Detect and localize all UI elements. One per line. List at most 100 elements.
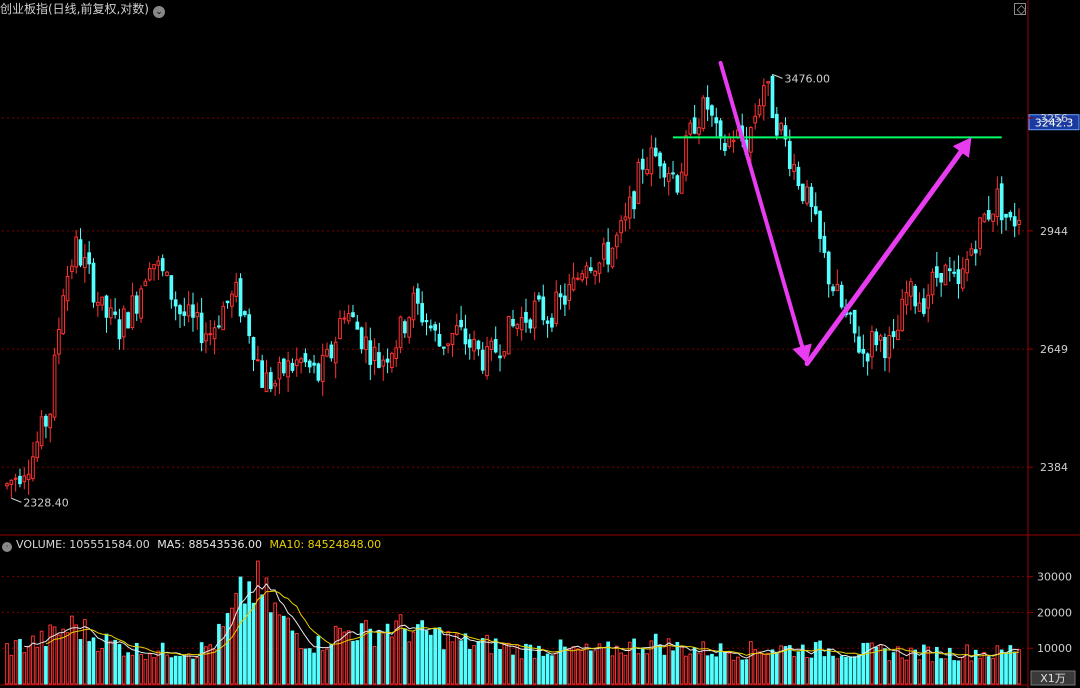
maximize-icon[interactable] bbox=[1014, 3, 1026, 15]
candle-body bbox=[156, 260, 161, 266]
candle-body bbox=[636, 161, 641, 204]
candle-body bbox=[619, 220, 623, 234]
candle-body bbox=[580, 273, 585, 281]
volume-bar bbox=[973, 649, 978, 685]
volume-bar bbox=[156, 650, 161, 685]
volume-bar bbox=[281, 615, 286, 685]
chevron-down-icon[interactable]: ⌄ bbox=[153, 6, 165, 18]
candle-body bbox=[454, 325, 459, 335]
volume-bar bbox=[364, 620, 368, 685]
volume-bar bbox=[493, 638, 498, 685]
high-marker-line bbox=[772, 73, 783, 79]
volume-tick-label: 30000 bbox=[1037, 571, 1072, 584]
volume-bar bbox=[835, 658, 840, 685]
volume-bar bbox=[303, 648, 308, 685]
volume-bar bbox=[277, 614, 282, 685]
candle-body bbox=[813, 206, 818, 215]
volume-bar bbox=[87, 641, 92, 685]
price-tick-label: 2649 bbox=[1040, 343, 1068, 356]
candle-body bbox=[982, 213, 987, 223]
volume-bar bbox=[117, 644, 122, 685]
volume-bar bbox=[1008, 645, 1013, 685]
volume-bar bbox=[221, 626, 226, 685]
candle-body bbox=[329, 344, 334, 359]
volume-bar bbox=[960, 656, 965, 685]
volume-bar bbox=[5, 643, 9, 685]
volume-bar bbox=[839, 655, 844, 685]
volume-bar bbox=[999, 649, 1004, 685]
volume-bar bbox=[147, 653, 152, 685]
candle-body bbox=[978, 217, 982, 249]
candle-body bbox=[528, 319, 533, 329]
volume-bar bbox=[913, 649, 918, 685]
volume-bar bbox=[805, 657, 809, 685]
volume-bar bbox=[831, 655, 835, 685]
settings-icon[interactable]: · bbox=[2, 542, 12, 552]
volume-bar bbox=[887, 660, 892, 685]
volume-bar bbox=[593, 650, 598, 685]
current-price-label: 3242.3 bbox=[1035, 117, 1074, 130]
volume-bar bbox=[537, 645, 541, 685]
volume-bar bbox=[100, 648, 104, 685]
candle-body bbox=[212, 327, 217, 340]
volume-bar bbox=[718, 643, 723, 685]
volume-bar bbox=[52, 626, 57, 685]
volume-bar bbox=[809, 657, 814, 685]
volume-bar bbox=[787, 645, 792, 685]
candle-body bbox=[787, 140, 792, 169]
candle-body bbox=[960, 268, 965, 289]
candle-body bbox=[173, 299, 178, 307]
volume-bar bbox=[264, 577, 269, 685]
candle-body bbox=[5, 483, 9, 487]
diamond-icon[interactable]: ◇ bbox=[1016, 2, 1026, 16]
volume-bar bbox=[238, 576, 243, 685]
volume-bar bbox=[441, 649, 446, 685]
candle-body bbox=[606, 241, 610, 265]
candle-body bbox=[692, 117, 697, 134]
candle-body bbox=[243, 311, 247, 316]
volume-bar bbox=[355, 640, 360, 685]
candle-body bbox=[826, 251, 831, 285]
volume-bar bbox=[550, 655, 554, 685]
candle-body bbox=[364, 336, 368, 350]
volume-bar bbox=[333, 625, 338, 685]
candle-body bbox=[757, 105, 762, 116]
volume-bar bbox=[727, 652, 732, 685]
candle-body bbox=[999, 183, 1004, 221]
high-label: 3476.00 bbox=[784, 72, 830, 85]
candle-body bbox=[770, 75, 775, 119]
volume-ma10-line bbox=[45, 590, 1020, 657]
volume-bar bbox=[1012, 651, 1017, 685]
candle-body bbox=[208, 333, 213, 336]
volume-bar bbox=[57, 634, 61, 685]
volume-bar bbox=[697, 652, 701, 685]
candle-body bbox=[221, 305, 226, 331]
volume-bar bbox=[437, 627, 442, 685]
volume-bar bbox=[710, 653, 714, 685]
low-label: 2328.40 bbox=[23, 496, 68, 509]
candle-body bbox=[640, 158, 645, 170]
volume-bar bbox=[307, 648, 312, 685]
volume-bar bbox=[472, 645, 476, 685]
volume-bar bbox=[346, 630, 351, 685]
candle-body bbox=[822, 235, 827, 253]
volume-bar bbox=[800, 644, 805, 685]
volume-bar bbox=[160, 642, 165, 685]
volume-bar bbox=[480, 638, 485, 685]
volume-bar bbox=[861, 642, 866, 685]
volume-bar bbox=[649, 640, 654, 685]
volume-bar bbox=[749, 641, 753, 685]
candle-body bbox=[87, 252, 92, 265]
volume-bar bbox=[991, 657, 995, 685]
candle-body bbox=[182, 311, 187, 316]
candle-body bbox=[796, 166, 801, 187]
candle-body bbox=[519, 316, 524, 331]
volume-bar bbox=[476, 641, 481, 685]
volume-bar bbox=[995, 645, 1000, 685]
candle-body bbox=[761, 85, 766, 107]
volume-bar bbox=[891, 652, 896, 685]
candle-body bbox=[251, 337, 256, 360]
volume-bar bbox=[208, 644, 213, 685]
volume-bar bbox=[18, 639, 22, 685]
